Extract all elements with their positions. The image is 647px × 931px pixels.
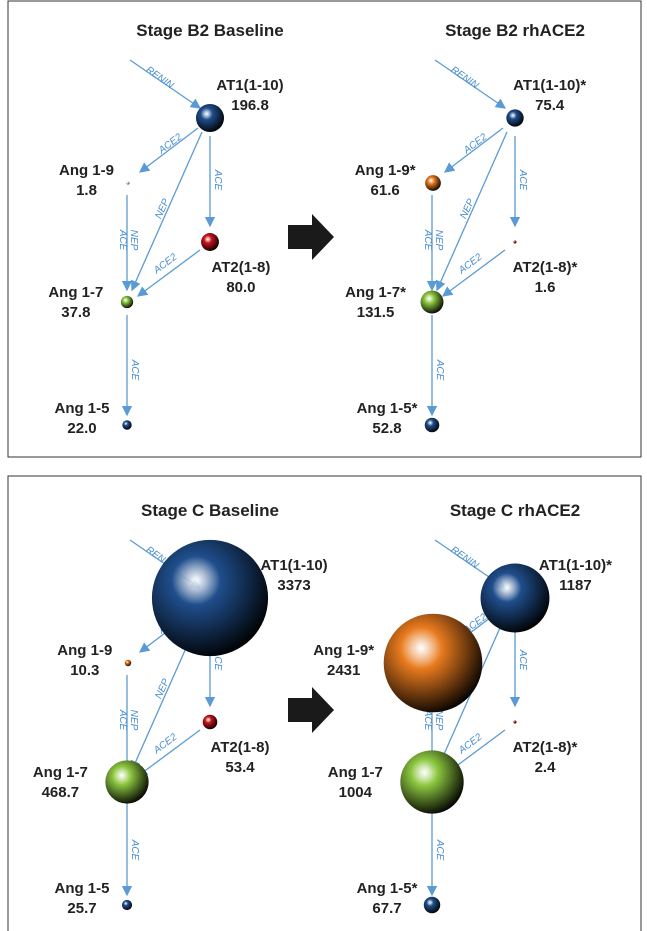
edge-label: ACE2	[456, 251, 485, 276]
edge-label: ACE2	[156, 131, 185, 156]
node-label: Ang 1-7	[328, 764, 383, 781]
node-sphere	[400, 750, 463, 813]
node-label: Ang 1-7	[48, 284, 103, 301]
node-value: 53.4	[225, 759, 255, 776]
edge-label: RENIN	[144, 65, 176, 92]
node-value: 80.0	[226, 279, 255, 296]
node-value: 67.7	[372, 900, 401, 917]
node-value: 1187	[559, 577, 592, 594]
diagram-title: Stage B2 Baseline	[136, 21, 283, 40]
node-sphere	[506, 109, 523, 126]
edge-label: ACE	[129, 839, 140, 861]
arrow	[288, 214, 334, 260]
edge-label: ACE	[117, 709, 128, 731]
edge-label: NEP	[128, 710, 139, 731]
node-label: AT1(1-10)	[216, 77, 283, 94]
node-label: Ang 1-7	[33, 764, 88, 781]
node-value: 75.4	[535, 97, 565, 114]
node-label: Ang 1-5	[54, 880, 109, 897]
node-label: AT2(1-8)	[211, 739, 270, 756]
node-sphere	[425, 418, 440, 433]
node-sphere	[196, 104, 224, 132]
node-label: Ang 1-9	[57, 642, 112, 659]
diagram-title: Stage C Baseline	[141, 501, 279, 520]
node-sphere	[122, 900, 132, 910]
node-value: 37.8	[61, 304, 90, 321]
node-label: AT2(1-8)*	[513, 739, 578, 756]
edge-label: NEP	[433, 710, 444, 731]
edge-label: ACE2	[456, 731, 485, 756]
arrow	[288, 687, 334, 733]
node-sphere	[421, 291, 444, 314]
node-value: 10.3	[70, 662, 99, 679]
node-label: AT1(1-10)	[260, 557, 327, 574]
node-value: 52.8	[372, 420, 401, 437]
node-label: Ang 1-9	[59, 162, 114, 179]
edge-label: ACE	[117, 229, 128, 251]
node-sphere	[203, 715, 218, 730]
node-label: AT2(1-8)	[211, 259, 270, 276]
node-value: 22.0	[67, 420, 96, 437]
node-value: 196.8	[231, 97, 269, 114]
node-label: Ang 1-7*	[345, 284, 406, 301]
edge-label: ACE	[517, 169, 528, 191]
node-value: 468.7	[42, 784, 80, 801]
node-value: 2.4	[535, 759, 557, 776]
node-label: AT1(1-10)*	[513, 77, 586, 94]
node-sphere	[424, 897, 440, 913]
edge-label: RENIN	[449, 545, 481, 572]
node-sphere	[513, 720, 516, 723]
edge-label: ACE	[434, 359, 445, 381]
node-label: Ang 1-5	[54, 400, 109, 417]
node-sphere	[425, 175, 441, 191]
edge-label: NEP	[153, 677, 172, 701]
node-sphere	[514, 241, 517, 244]
node-label: Ang 1-9*	[313, 642, 374, 659]
node-sphere	[121, 296, 133, 308]
edge-label: ACE	[129, 359, 140, 381]
node-label: Ang 1-5*	[357, 880, 418, 897]
figure: Stage B2 BaselineRENINACE2ACENEPACENEPAC…	[0, 0, 647, 931]
node-sphere	[125, 660, 131, 666]
node-sphere	[152, 540, 268, 656]
diagram-title: Stage C rhACE2	[450, 501, 580, 520]
edge-label: NEP	[153, 197, 172, 221]
edge-label: ACE	[422, 229, 433, 251]
node-value: 25.7	[67, 900, 96, 917]
node-value: 61.6	[371, 182, 400, 199]
edge-label: ACE2	[151, 251, 180, 276]
edge-label: NEP	[128, 230, 139, 251]
node-label: AT2(1-8)*	[513, 259, 578, 276]
diagram-title: Stage B2 rhACE2	[445, 21, 585, 40]
node-sphere	[384, 614, 483, 713]
node-sphere	[127, 182, 130, 185]
node-value: 131.5	[357, 304, 395, 321]
edge-label: NEP	[458, 197, 477, 221]
node-sphere	[201, 233, 219, 251]
node-label: Ang 1-5*	[357, 400, 418, 417]
node-value: 1004	[339, 784, 373, 801]
node-value: 2431	[327, 662, 360, 679]
edge-label: ACE	[517, 649, 528, 671]
node-value: 1.8	[76, 182, 97, 199]
node-label: Ang 1-9*	[355, 162, 416, 179]
node-label: AT1(1-10)*	[539, 557, 612, 574]
edge-label: ACE2	[461, 131, 490, 156]
edge-label: ACE2	[151, 731, 180, 756]
edge-label: ACE	[212, 169, 223, 191]
edge-label: ACE	[434, 839, 445, 861]
node-value: 3373	[277, 577, 310, 594]
node-value: 1.6	[535, 279, 556, 296]
node-sphere	[122, 420, 131, 429]
node-sphere	[105, 760, 148, 803]
edge-label: RENIN	[449, 65, 481, 92]
edge-label: NEP	[433, 230, 444, 251]
